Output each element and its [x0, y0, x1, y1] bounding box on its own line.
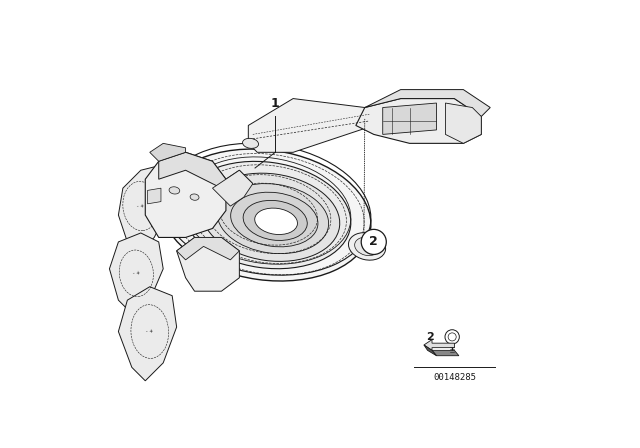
Ellipse shape — [230, 192, 318, 247]
Text: 2: 2 — [426, 332, 434, 342]
Polygon shape — [159, 152, 253, 193]
Text: 2: 2 — [369, 235, 378, 249]
Ellipse shape — [243, 138, 259, 148]
Circle shape — [361, 229, 387, 254]
Polygon shape — [109, 233, 163, 314]
Polygon shape — [424, 340, 454, 350]
Ellipse shape — [182, 161, 351, 269]
Ellipse shape — [243, 200, 307, 241]
Polygon shape — [445, 103, 481, 143]
Polygon shape — [177, 237, 239, 291]
Polygon shape — [212, 170, 253, 206]
Ellipse shape — [190, 194, 199, 200]
Text: - +: - + — [132, 271, 140, 276]
Ellipse shape — [218, 184, 328, 254]
Text: - +: - + — [146, 329, 154, 334]
Polygon shape — [118, 287, 177, 381]
Polygon shape — [177, 237, 239, 260]
Polygon shape — [383, 103, 436, 134]
Circle shape — [445, 330, 460, 344]
Polygon shape — [356, 99, 481, 143]
Ellipse shape — [355, 237, 380, 255]
Polygon shape — [365, 90, 490, 116]
Text: - +: - + — [137, 203, 145, 209]
Polygon shape — [118, 166, 168, 251]
Ellipse shape — [202, 173, 340, 261]
Polygon shape — [248, 99, 374, 152]
Polygon shape — [148, 188, 161, 204]
Ellipse shape — [255, 208, 298, 234]
Polygon shape — [432, 350, 459, 356]
Text: 00148285: 00148285 — [433, 373, 476, 382]
Polygon shape — [150, 143, 186, 161]
Polygon shape — [145, 152, 226, 237]
Ellipse shape — [161, 149, 371, 281]
Polygon shape — [424, 345, 436, 356]
Ellipse shape — [348, 233, 386, 260]
Text: 1: 1 — [271, 97, 280, 110]
Ellipse shape — [169, 187, 180, 194]
